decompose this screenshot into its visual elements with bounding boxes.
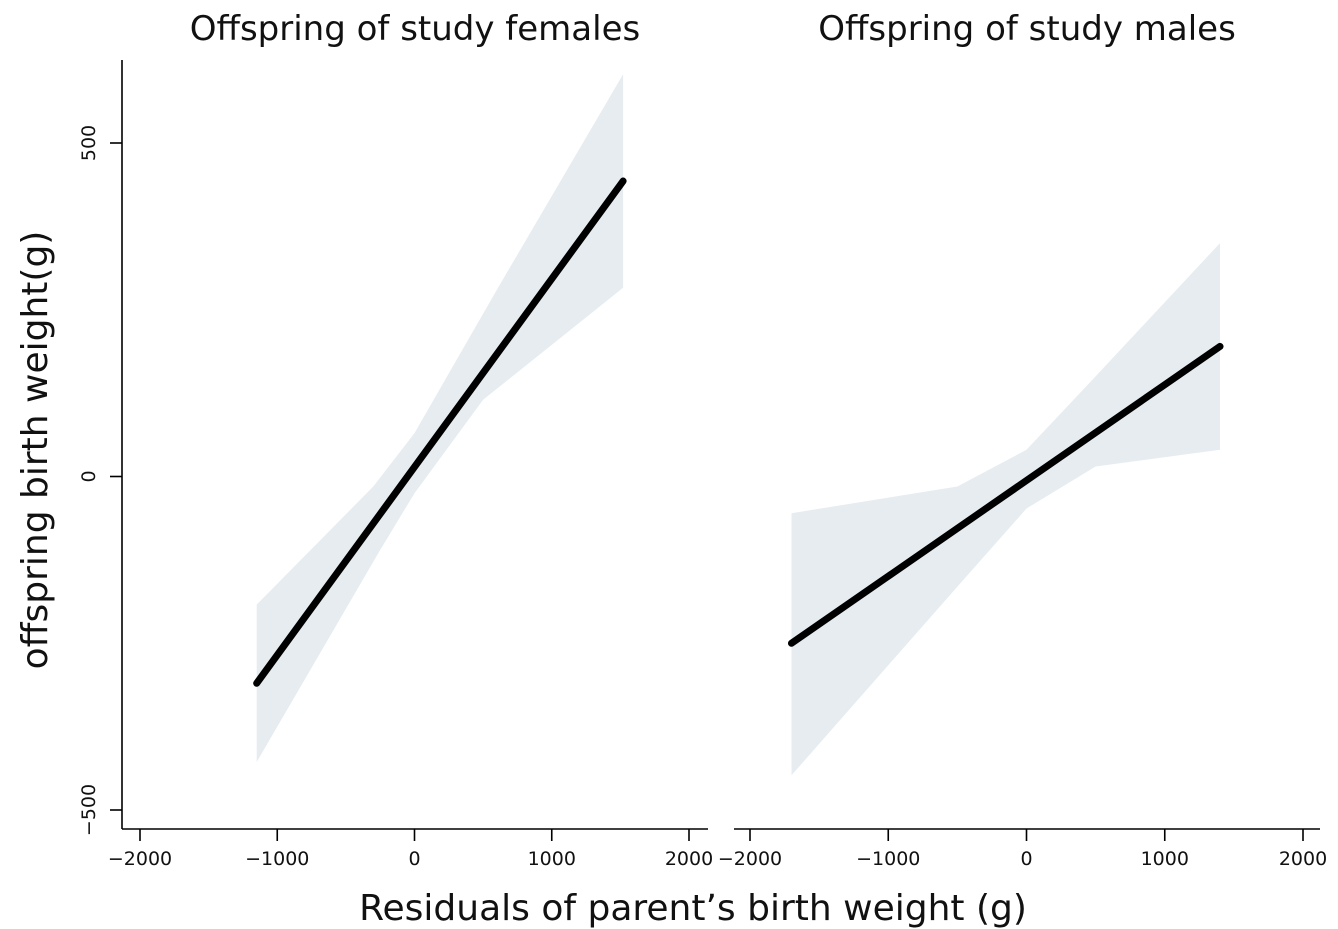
panel-male-offspring: −2000 −1000 0 1000 2000 [718, 243, 1327, 870]
x-tick-label: 0 [1020, 848, 1032, 870]
fit-line [787, 342, 1224, 647]
y-tick-label: 500 [78, 125, 100, 161]
confidence-band [256, 74, 624, 763]
fit-line [253, 177, 627, 687]
x-tick-label: −2000 [108, 848, 172, 870]
y-axis-title: offspring birth weight(g) [15, 231, 56, 670]
x-tick-label: 2000 [665, 848, 713, 870]
x-tick-label: −2000 [718, 848, 782, 870]
x-tick-label: 2000 [1279, 848, 1327, 870]
panel-female-offspring: −2000 −1000 0 1000 2000 [108, 74, 713, 870]
y-axis: −500 0 500 [78, 60, 123, 836]
panel-title-female: Offspring of study females [190, 9, 640, 49]
x-tick-label: 0 [408, 848, 420, 870]
y-tick-label: 0 [78, 470, 100, 482]
panel-title-male: Offspring of study males [818, 9, 1236, 49]
confidence-band [791, 243, 1220, 776]
x-axis-title: Residuals of parent’s birth weight (g) [359, 888, 1027, 929]
x-tick-label: −1000 [245, 848, 309, 870]
x-tick-label: 1000 [528, 848, 576, 870]
y-tick-label: −500 [78, 784, 100, 836]
x-tick-label: 1000 [1141, 848, 1189, 870]
x-tick-label: −1000 [856, 848, 920, 870]
